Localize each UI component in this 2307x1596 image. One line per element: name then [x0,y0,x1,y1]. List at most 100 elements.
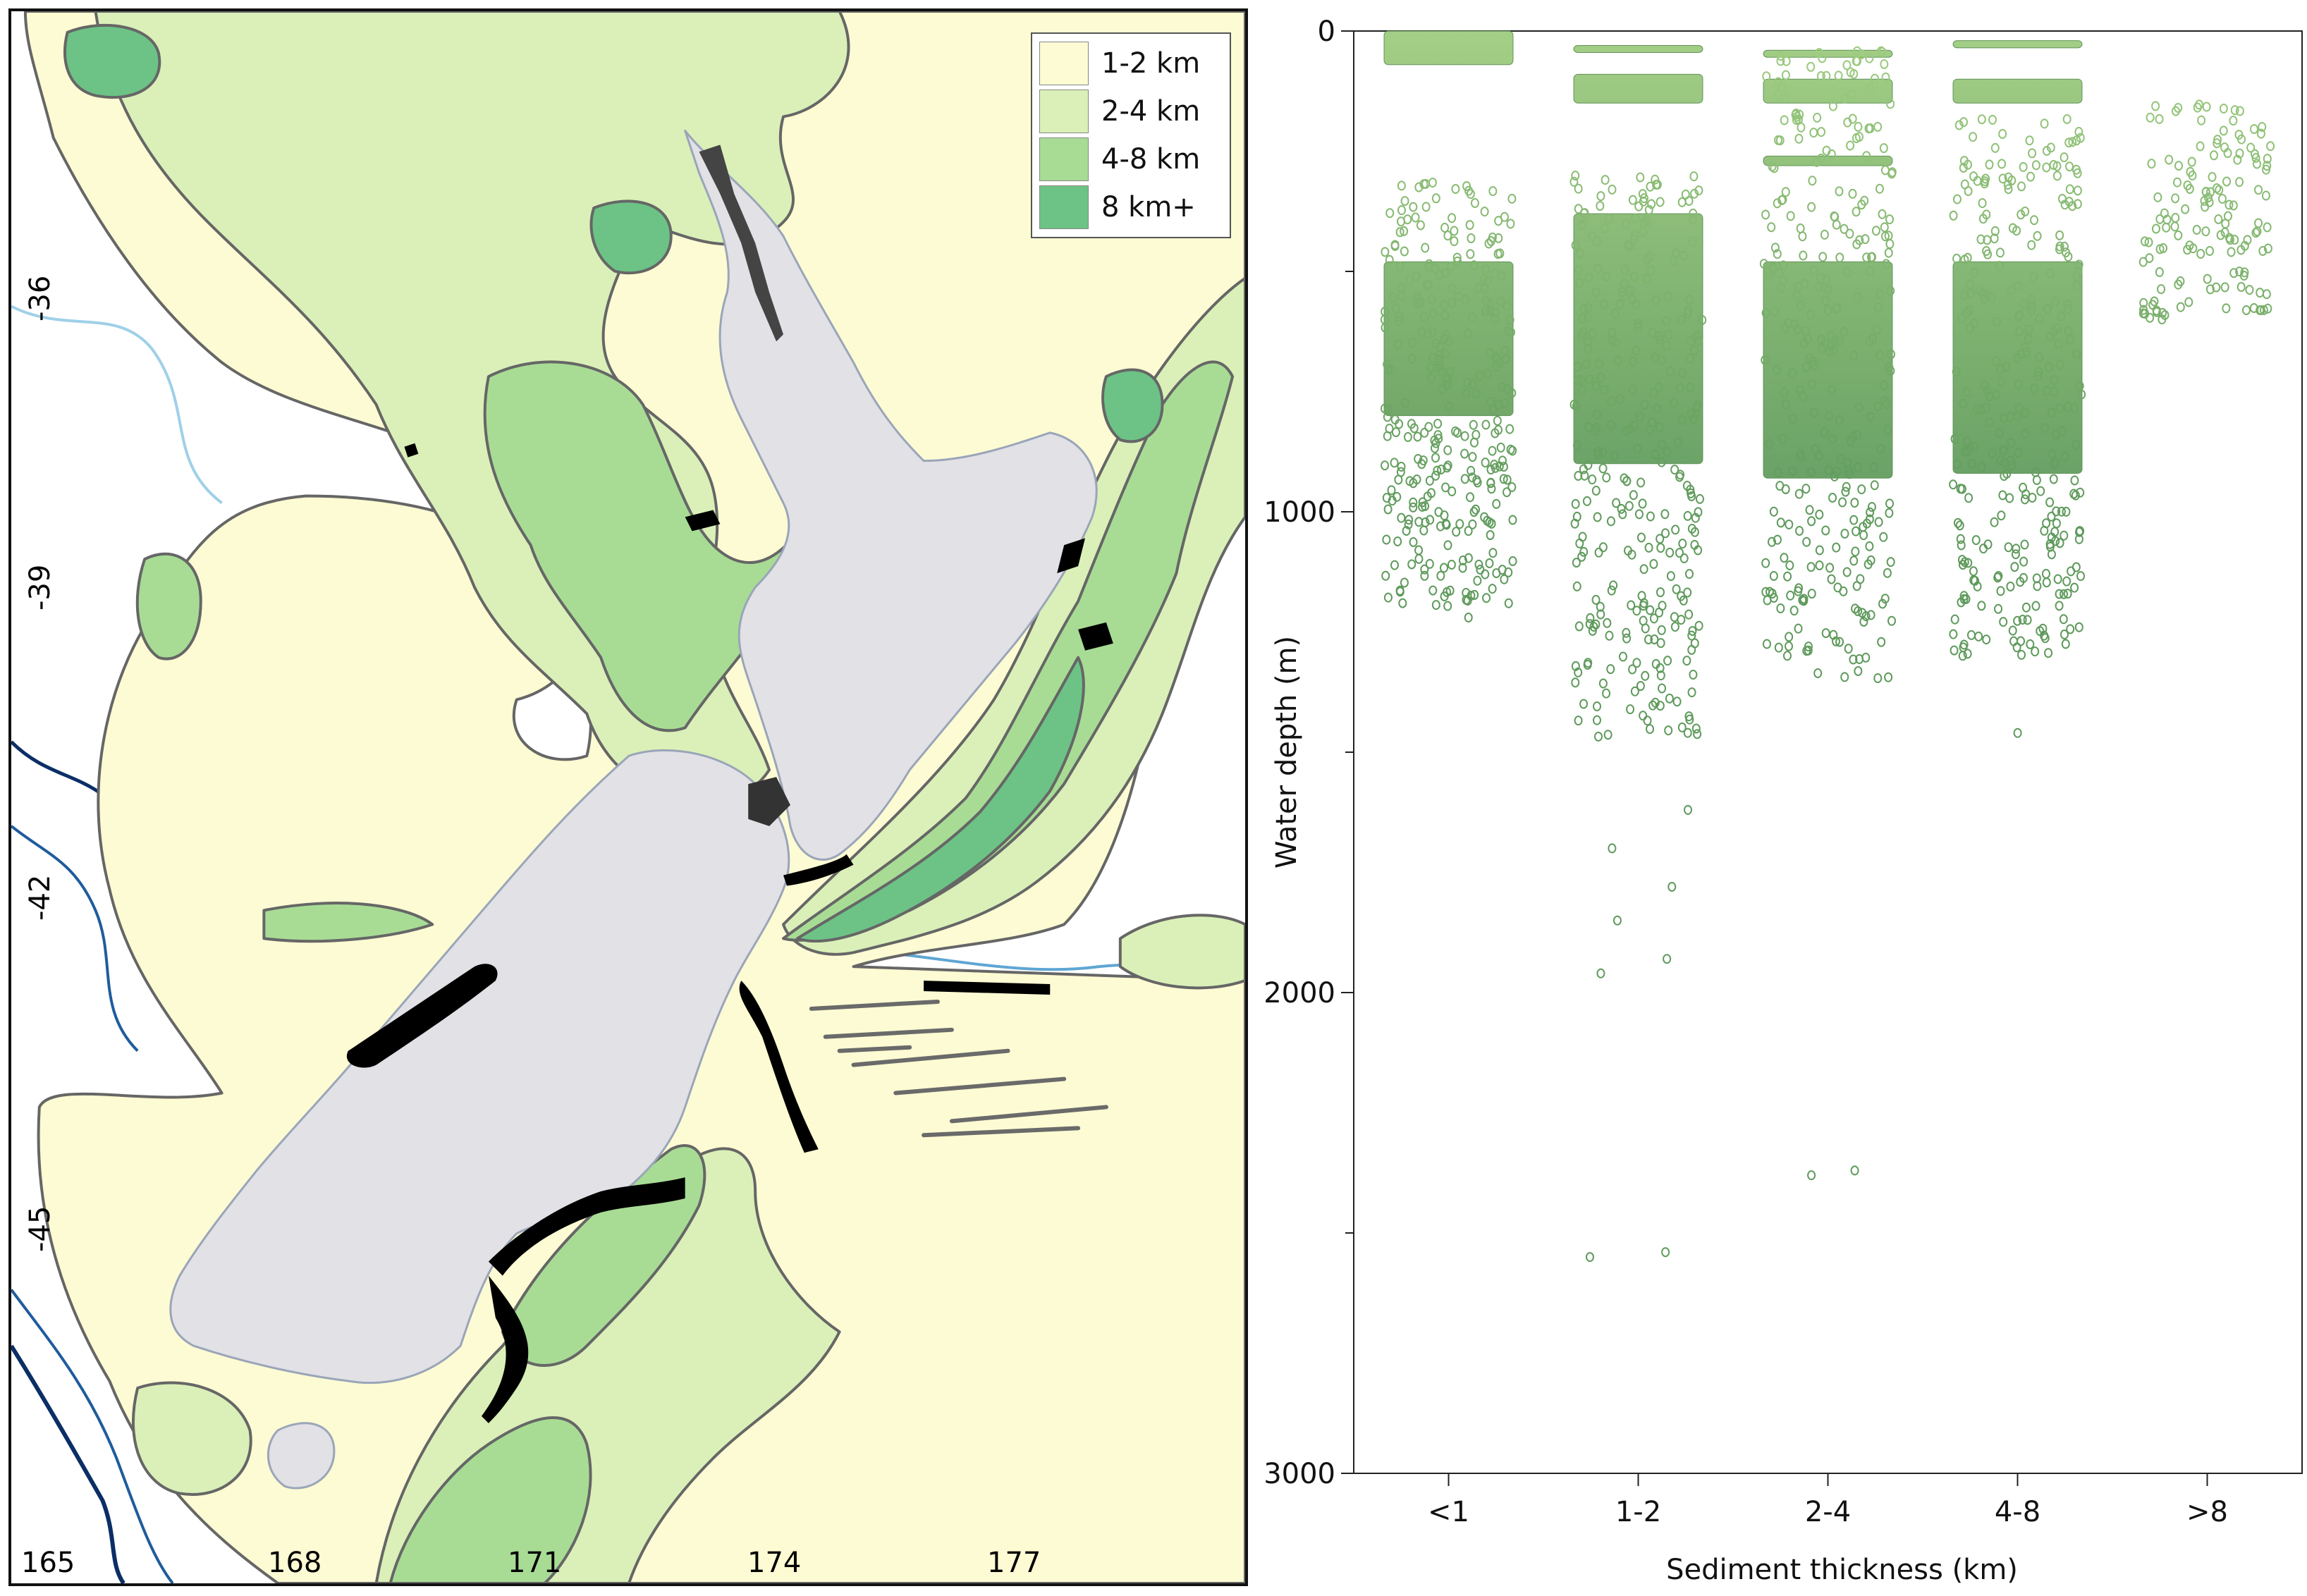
data-point [1620,278,1629,289]
chart-panel: 0 1000 2000 3000 <1 1-2 2-4 4-8 >8 Sediment thick… [1262,0,2306,1596]
data-point [2032,573,2041,584]
data-point [1832,302,1842,313]
data-point [1571,498,1580,509]
data-point [2261,190,2270,201]
data-point [1677,722,1687,732]
data-point [1781,92,1790,103]
data-point [2069,489,2079,499]
data-point [1629,490,1638,501]
data-point [1495,461,1504,472]
data-point [1690,188,1699,199]
data-point [1400,226,1409,236]
data-point [1761,307,1770,318]
data-point [1693,729,1702,739]
data-point [1505,314,1514,325]
data-point [1646,511,1655,522]
data-point [1689,670,1698,680]
data-point [1416,220,1425,231]
data-point [1486,236,1495,247]
data-point [1969,566,1978,577]
data-point [1481,264,1491,275]
data-point [1959,398,1968,409]
data-point [1656,197,1665,207]
data-point [2031,160,2040,171]
data-point [1655,607,1664,618]
data-point [1505,424,1514,434]
data-point [1824,465,1833,475]
data-point [1602,472,1611,483]
data-point [1390,560,1399,570]
data-point [1783,571,1792,582]
data-point [1646,605,1655,615]
data-point [2040,630,2049,641]
data-point [2066,335,2075,345]
data-point [1678,368,1687,379]
data-point [1452,252,1462,263]
data-point [1439,563,1448,573]
data-point [2249,123,2258,134]
data-point [1624,501,1634,511]
data-point [2049,386,2058,397]
data-point [1866,555,1875,565]
data-point [1679,250,1688,261]
data-point [1500,211,1509,222]
data-point [1433,363,1442,374]
data-point [1767,536,1776,547]
data-point [1409,478,1418,489]
data-point [2047,511,2056,522]
data-point [2030,383,2039,394]
data-point [1402,525,1411,536]
data-point [2008,625,2017,636]
data-point [1821,628,1830,639]
data-point [1628,664,1637,675]
data-point [1822,70,1831,81]
data-point [2157,284,2166,295]
data-point [2012,544,2021,554]
data-point [2220,142,2229,153]
data-point [1965,323,1974,333]
data-point [1957,313,1966,324]
data-point [1871,226,1880,236]
data-point [1578,384,1587,395]
data-point [1777,195,1787,206]
data-point [2074,259,2083,270]
data-point [1507,482,1517,493]
data-point [2041,568,2050,579]
data-point [1950,645,1959,656]
zone-8km-plus [1101,368,1164,443]
lon-label: 168 [268,1547,322,1579]
data-point [1608,327,1617,338]
data-point [1601,175,1610,185]
data-point [1694,545,1703,555]
data-point [1388,293,1397,303]
data-point [1450,226,1459,236]
data-point [1581,359,1591,369]
data-point [1463,377,1472,388]
data-point [1649,388,1658,398]
point-cluster [783,854,854,886]
data-point [1508,515,1517,525]
data-point [2170,221,2179,232]
y-tick-label: 3000 [1263,1458,1335,1490]
data-point [1687,644,1696,655]
data-point [2201,226,2210,237]
data-point [1603,730,1613,740]
data-point [1656,335,1665,345]
data-point [2010,562,2019,572]
data-point [1859,616,1868,627]
data-point [1591,287,1601,297]
zone-8km-plus [795,656,1085,943]
data-point [1480,512,1489,522]
data-point [2230,235,2239,245]
data-point [1798,595,1807,606]
data-point [1428,177,1437,188]
data-point [1835,252,1844,263]
data-point [1823,305,1832,316]
data-point [1492,498,1501,509]
data-point [1445,367,1455,377]
dense-point-band [1573,44,1703,53]
data-point [1769,593,1778,603]
data-point [1431,193,1440,204]
data-point [1683,308,1692,319]
data-point [2210,150,2219,161]
